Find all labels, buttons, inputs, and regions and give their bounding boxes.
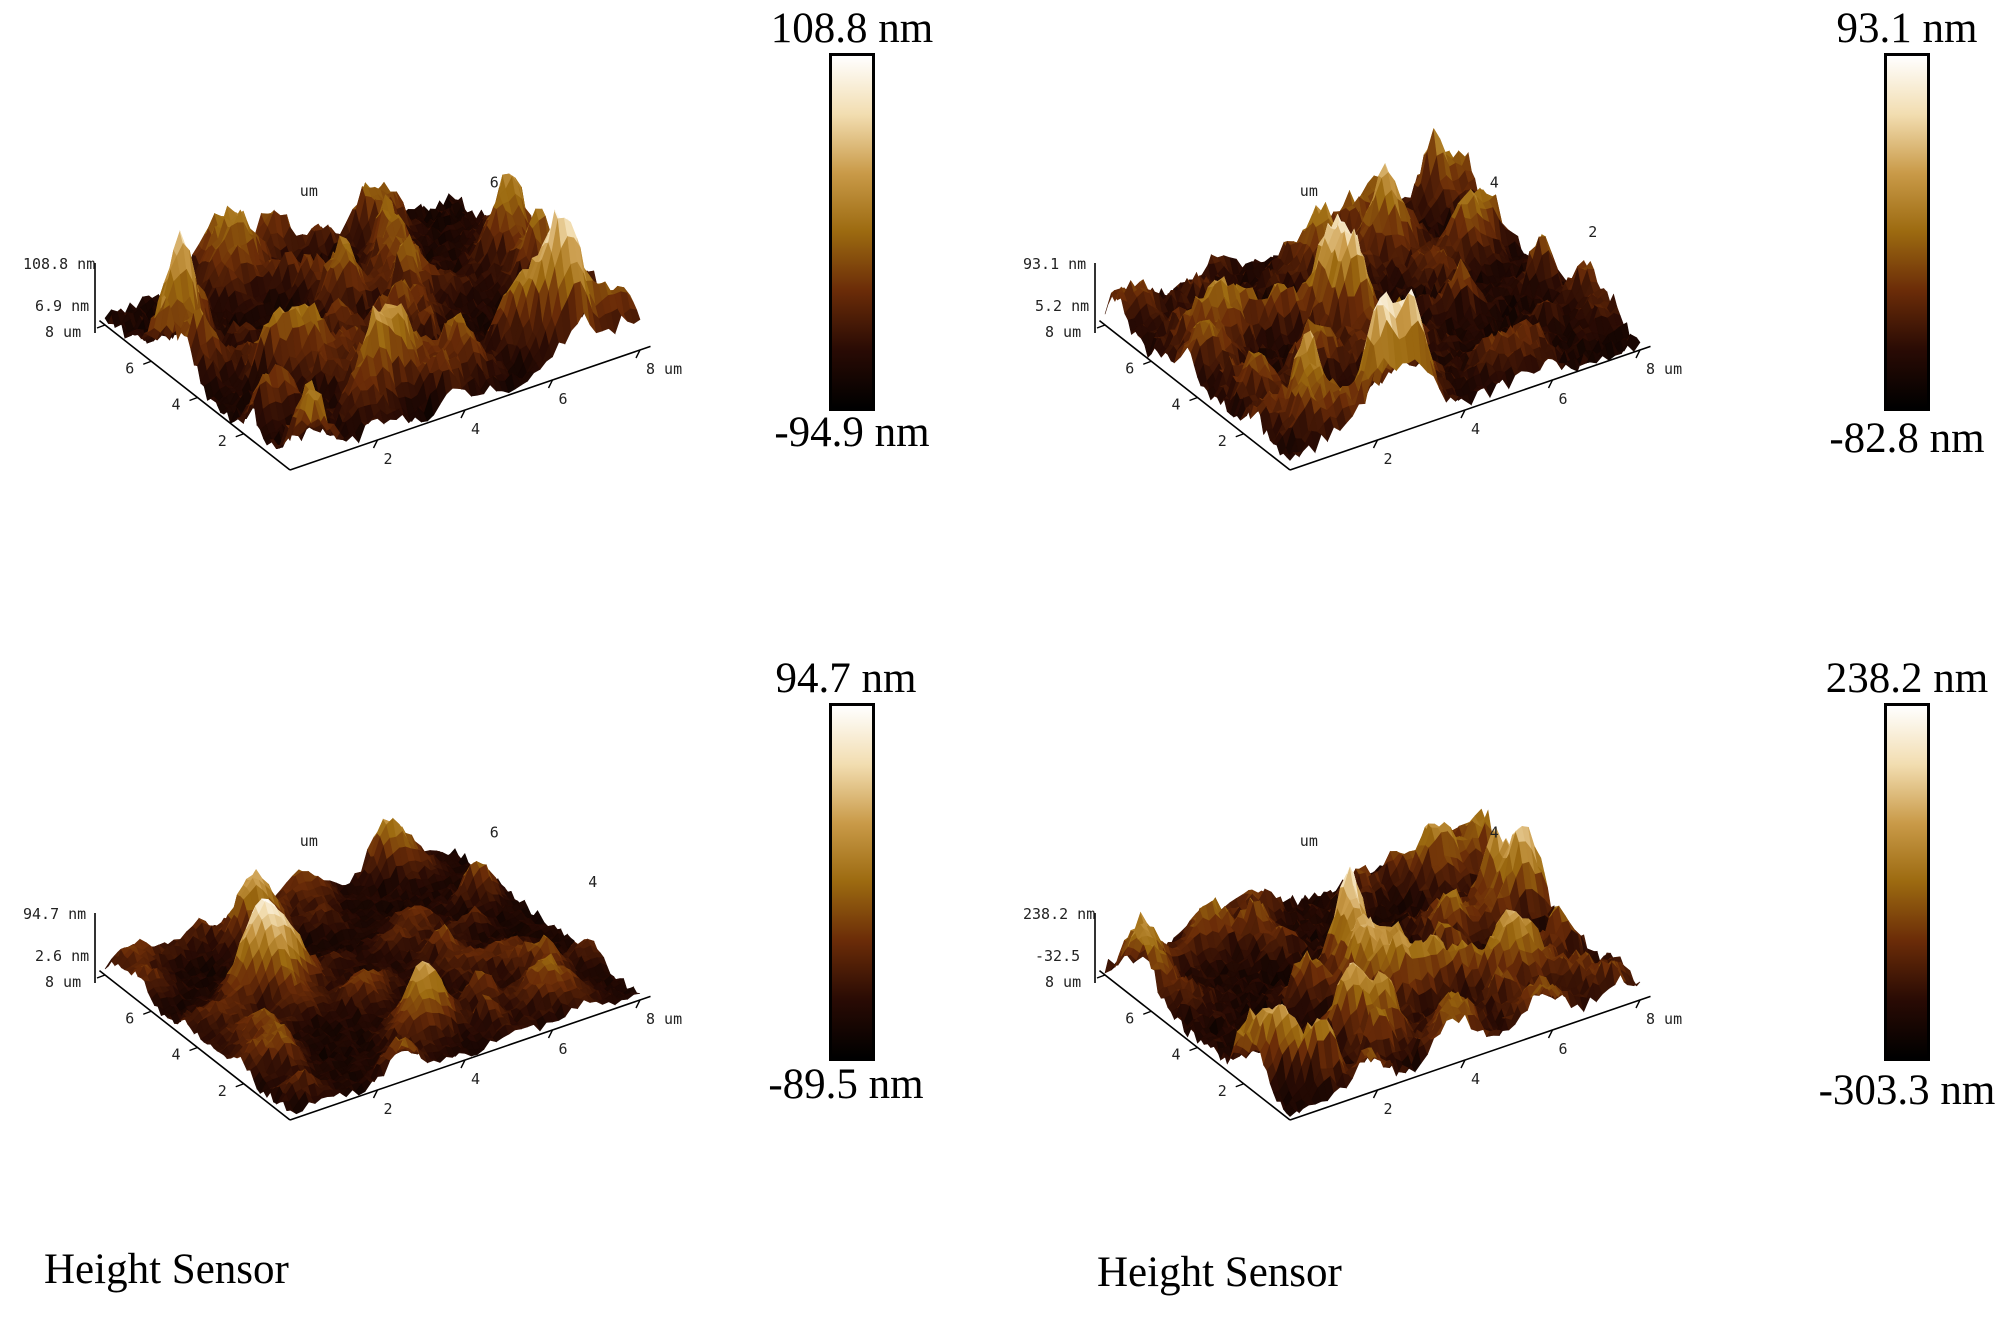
z-mid-label: 5.2 nm (1035, 297, 1089, 315)
colorbar (829, 53, 875, 411)
colorbar (1884, 703, 1930, 1061)
colorbar-min-label: -82.8 nm (1829, 415, 1985, 462)
y-tick-label: 2 (1218, 432, 1227, 450)
back-tick-label: um (300, 832, 318, 850)
y-tick-label: 6 (125, 1009, 134, 1027)
back-tick-label: 4 (588, 873, 597, 891)
y-tick-label: 8 um (45, 323, 81, 341)
back-tick-label: um (1300, 832, 1318, 850)
y-tick-label: 6 (125, 359, 134, 377)
z-max-label: 93.1 nm (1023, 255, 1086, 273)
y-tick-label: 4 (1172, 1046, 1181, 1064)
x-tick-label: 4 (1471, 1070, 1480, 1088)
z-max-label: 108.8 nm (23, 255, 95, 273)
x-tick-label: 8 um (1646, 1010, 1682, 1028)
x-tick-label: 6 (1559, 390, 1568, 408)
colorbar-max-label: 93.1 nm (1836, 5, 1978, 52)
x-tick-label: 6 (1559, 1040, 1568, 1058)
surface-mesh (104, 817, 641, 1115)
x-tick-label: 6 (559, 390, 568, 408)
y-tick-label: 2 (1218, 1082, 1227, 1100)
x-tick-label: 4 (1471, 420, 1480, 438)
back-tick-label: 2 (1588, 223, 1597, 241)
axis-labels: 2 4 6 8 um 2 4 6 8 um 93.1 nm 5.2 nm um 4 2 (1023, 173, 1682, 468)
y-tick-label: 8 um (1045, 323, 1081, 341)
axes (94, 913, 651, 1121)
colorbar-min-label: -94.9 nm (774, 409, 930, 456)
x-tick-label: 2 (384, 1100, 393, 1118)
surface-mesh (104, 173, 641, 450)
afm-panel-1: 2 4 6 8 um 2 4 6 8 um 108.8 nm 6.9 nm um 6 108.8 nm… (0, 0, 1000, 660)
z-mid-label: -32.5 (1035, 947, 1080, 965)
x-tick-label: 2 (384, 450, 393, 468)
surface-mesh (1104, 127, 1641, 461)
colorbar (829, 703, 875, 1061)
afm-3d-surface: 2 4 6 8 um 2 4 6 8 um 238.2 nm -32.5 um 4 (1023, 808, 1682, 1121)
back-tick-label: um (1300, 182, 1318, 200)
y-tick-label: 2 (218, 1082, 227, 1100)
caption-height-sensor-left: Height Sensor (44, 1246, 289, 1293)
x-tick-label: 4 (471, 1070, 480, 1088)
afm-3d-surface: 2 4 6 8 um 2 4 6 8 um 93.1 nm 5.2 nm um 4 2 (1023, 127, 1682, 471)
y-tick-label: 2 (218, 432, 227, 450)
y-tick-label: 6 (1125, 359, 1134, 377)
x-tick-label: 4 (471, 420, 480, 438)
x-tick-label: 6 (559, 1040, 568, 1058)
z-max-label: 238.2 nm (1023, 905, 1095, 923)
y-tick-label: 4 (172, 1046, 181, 1064)
back-tick-label: um (300, 182, 318, 200)
afm-3d-surface: 2 4 6 8 um 2 4 6 8 um 108.8 nm 6.9 nm um 6 (23, 173, 682, 471)
z-mid-label: 6.9 nm (35, 297, 89, 315)
z-mid-label: 2.6 nm (35, 947, 89, 965)
axes (1094, 263, 1651, 471)
x-tick-label: 8 um (646, 1010, 682, 1028)
colorbar (1884, 53, 1930, 411)
axis-labels: 2 4 6 8 um 2 4 6 8 um 94.7 nm 2.6 nm um 6 4 (23, 823, 682, 1118)
colorbar-max-label: 108.8 nm (770, 5, 934, 52)
colorbar-min-label: -89.5 nm (768, 1061, 924, 1108)
afm-3d-surface: 2 4 6 8 um 2 4 6 8 um 94.7 nm 2.6 nm um 6 4 (23, 817, 682, 1121)
x-tick-label: 2 (1384, 450, 1393, 468)
axis-labels: 2 4 6 8 um 2 4 6 8 um 238.2 nm -32.5 um 4 (1023, 823, 1682, 1118)
z-max-label: 94.7 nm (23, 905, 86, 923)
back-tick-label: 6 (490, 823, 499, 841)
x-tick-label: 8 um (646, 360, 682, 378)
back-tick-label: 4 (1490, 823, 1499, 841)
y-tick-label: 6 (1125, 1009, 1134, 1027)
x-tick-label: 2 (1384, 1100, 1393, 1118)
axis-labels: 2 4 6 8 um 2 4 6 8 um 108.8 nm 6.9 nm um 6 (23, 173, 682, 468)
colorbar-max-label: 94.7 nm (775, 655, 917, 702)
y-tick-label: 4 (1172, 396, 1181, 414)
axes (1094, 913, 1651, 1121)
caption-height-sensor-right: Height Sensor (1097, 1249, 1342, 1296)
surface-mesh (1104, 808, 1641, 1117)
colorbar-max-label: 238.2 nm (1825, 655, 1989, 702)
axes (94, 263, 651, 471)
y-tick-label: 8 um (1045, 973, 1081, 991)
colorbar-min-label: -303.3 nm (1818, 1067, 1996, 1114)
x-tick-label: 8 um (1646, 360, 1682, 378)
y-tick-label: 4 (172, 396, 181, 414)
back-tick-label: 6 (490, 173, 499, 191)
y-tick-label: 8 um (45, 973, 81, 991)
back-tick-label: 4 (1490, 173, 1499, 191)
